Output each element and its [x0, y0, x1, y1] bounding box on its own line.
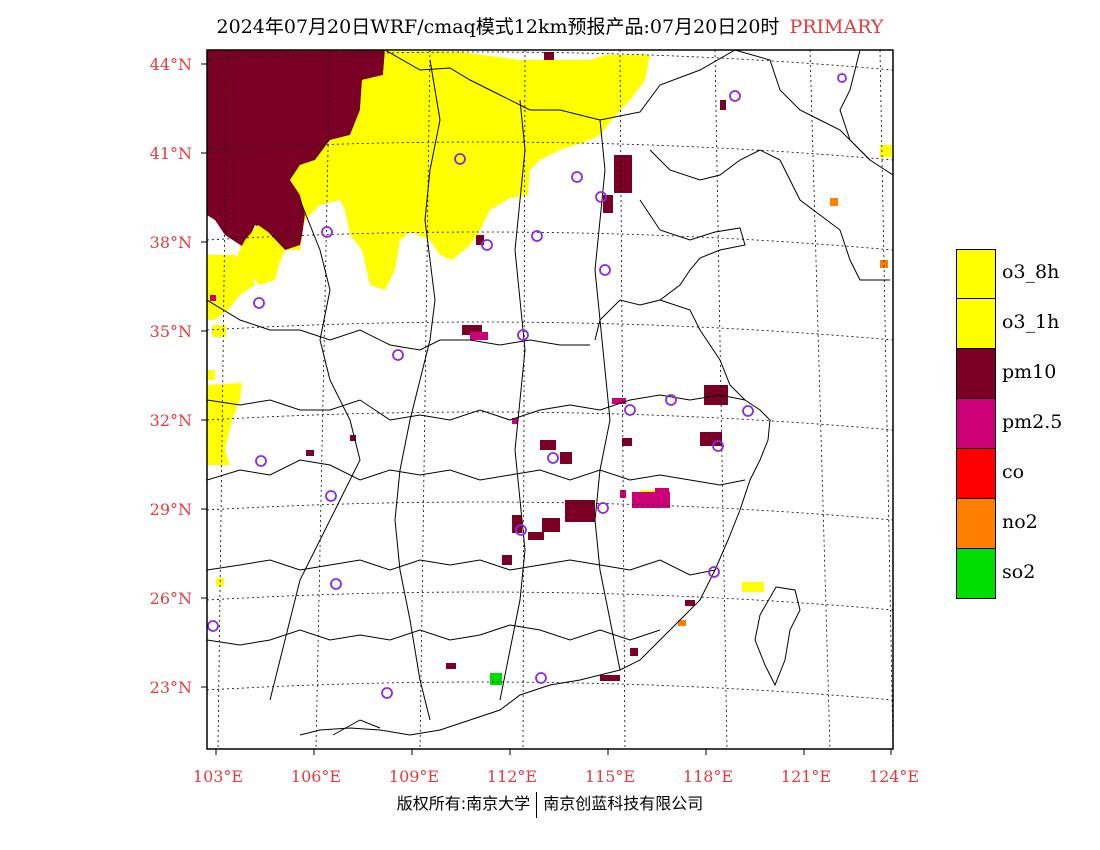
- city-marker: [381, 687, 393, 699]
- legend-label: co: [1002, 461, 1025, 483]
- city-marker: [535, 672, 547, 684]
- copyright-company: 南京创蓝科技有限公司: [543, 794, 704, 813]
- legend-swatch: [956, 499, 996, 549]
- city-marker: [742, 405, 754, 417]
- city-marker: [255, 455, 267, 467]
- lat-label: 29°N: [150, 500, 192, 519]
- lat-label: 32°N: [150, 411, 192, 430]
- city-marker: [571, 171, 583, 183]
- map-frame: [206, 49, 894, 750]
- city-marker: [392, 349, 404, 361]
- map-title: 2024年07月20日WRF/cmaq模式12km预报产品:07月20日20时 P…: [0, 12, 1100, 39]
- so2-region: [490, 673, 502, 685]
- legend-swatch: [956, 449, 996, 499]
- city-marker: [599, 264, 611, 276]
- city-marker: [517, 329, 529, 341]
- legend-swatch: [956, 399, 996, 449]
- legend-swatch: [956, 249, 996, 299]
- lat-label: 41°N: [150, 144, 192, 163]
- legend-swatch: [956, 299, 996, 349]
- legend-item: so2: [956, 549, 1100, 599]
- lat-label: 44°N: [150, 55, 192, 74]
- city-marker: [665, 394, 677, 406]
- city-marker: [253, 297, 265, 309]
- lon-label: 109°E: [389, 767, 439, 786]
- city-marker: [624, 404, 636, 416]
- legend-label: so2: [1002, 561, 1036, 583]
- legend-label: pm2.5: [1002, 411, 1063, 433]
- copyright-footer: 版权所有:南京大学 南京创蓝科技有限公司: [0, 790, 1100, 818]
- pollutant-legend: o3_8h o3_1h pm10 pm2.5 co no2 so2: [956, 249, 1100, 599]
- legend-label: no2: [1002, 511, 1038, 533]
- legend-label: o3_8h: [1002, 261, 1060, 283]
- city-marker: [207, 620, 219, 632]
- city-marker: [454, 153, 466, 165]
- lat-label: 26°N: [150, 589, 192, 608]
- city-marker: [708, 566, 720, 578]
- city-marker: [595, 191, 607, 203]
- lon-labels: 103°E 106°E 109°E 112°E 115°E 118°E 121°…: [193, 767, 919, 786]
- city-marker: [515, 524, 527, 536]
- legend-label: pm10: [1002, 361, 1057, 383]
- title-text: 2024年07月20日WRF/cmaq模式12km预报产品:07月20日20时: [216, 16, 780, 38]
- lon-label: 115°E: [585, 767, 635, 786]
- city-marker: [712, 440, 724, 452]
- axis-ticks: [201, 63, 892, 755]
- lon-label: 103°E: [193, 767, 243, 786]
- lon-label: 118°E: [683, 767, 733, 786]
- copyright-owner: 版权所有:南京大学: [396, 794, 531, 813]
- lat-label: 35°N: [150, 322, 192, 341]
- city-marker: [330, 578, 342, 590]
- legend-swatch: [956, 349, 996, 399]
- legend-label: o3_1h: [1002, 311, 1060, 333]
- city-marker: [321, 226, 333, 238]
- legend-item: co: [956, 449, 1100, 499]
- city-marker: [531, 230, 543, 242]
- city-marker: [597, 502, 609, 514]
- legend-item: pm10: [956, 349, 1100, 399]
- pm25-region: [210, 295, 670, 508]
- no2-region: [678, 198, 888, 626]
- legend-item: pm2.5: [956, 399, 1100, 449]
- legend-item: o3_8h: [956, 249, 1100, 299]
- lon-label: 121°E: [781, 767, 831, 786]
- graticule: [207, 50, 893, 749]
- legend-item: o3_1h: [956, 299, 1100, 349]
- lat-labels: 44°N 41°N 38°N 35°N 32°N 29°N 26°N 23°N: [150, 55, 192, 697]
- lon-label: 106°E: [291, 767, 341, 786]
- city-marker: [481, 239, 493, 251]
- city-marker: [547, 452, 559, 464]
- legend-swatch: [956, 549, 996, 599]
- city-markers: [207, 73, 847, 699]
- city-marker: [325, 490, 337, 502]
- boundaries: [207, 50, 893, 736]
- lat-label: 23°N: [150, 678, 192, 697]
- city-marker: [729, 90, 741, 102]
- lon-label: 112°E: [487, 767, 537, 786]
- city-marker: [837, 73, 847, 83]
- map-plot-area: [207, 50, 893, 749]
- primary-tag: PRIMARY: [789, 16, 884, 38]
- lon-label: 124°E: [869, 767, 919, 786]
- footer-divider: [536, 791, 538, 818]
- lat-label: 38°N: [150, 233, 192, 252]
- legend-item: no2: [956, 499, 1100, 549]
